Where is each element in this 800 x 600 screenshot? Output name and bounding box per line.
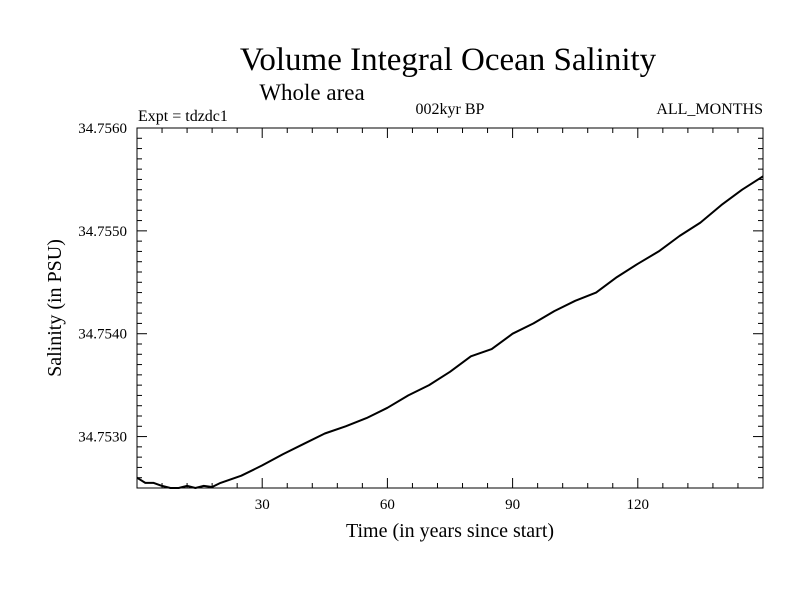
- x-axis-ticks: [161, 128, 739, 488]
- chart-title: Volume Integral Ocean Salinity: [240, 42, 657, 78]
- chart-subtitle: Whole area: [259, 80, 364, 105]
- y-tick-label: 34.7560: [78, 121, 127, 137]
- x-axis-tick-labels: 30 60 90 120: [255, 497, 649, 513]
- x-tick-label: 30: [255, 497, 270, 513]
- y-axis-ticks: [137, 137, 763, 479]
- experiment-label: Expt = tdzdc1: [138, 108, 228, 125]
- x-tick-label: 60: [380, 497, 395, 513]
- salinity-series-line: [136, 175, 764, 489]
- x-tick-label: 120: [627, 497, 650, 513]
- x-axis-label: Time (in years since start): [346, 520, 554, 542]
- y-tick-label: 34.7540: [78, 327, 127, 343]
- y-axis-label: Salinity (in PSU): [44, 239, 66, 377]
- plot-frame: [136, 127, 764, 489]
- y-tick-label: 34.7530: [78, 430, 127, 446]
- y-tick-label: 34.7550: [78, 224, 127, 240]
- y-axis-tick-labels: 34.7530 34.7540 34.7550 34.7560: [78, 121, 127, 446]
- months-label: ALL_MONTHS: [656, 101, 763, 118]
- x-tick-label: 90: [505, 497, 520, 513]
- period-label: 002kyr BP: [416, 101, 485, 118]
